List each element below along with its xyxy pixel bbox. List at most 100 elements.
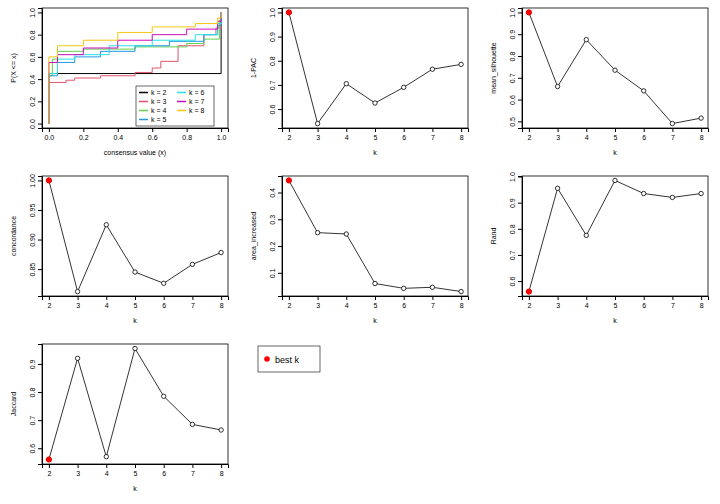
panel: 23456780.10.20.30.4karea_increased bbox=[250, 176, 469, 324]
tick-mark bbox=[192, 296, 193, 300]
x-axis-title: k bbox=[133, 317, 137, 324]
tick-mark bbox=[518, 100, 522, 101]
tick: 8 bbox=[220, 296, 224, 309]
point bbox=[430, 67, 434, 71]
tick-label: 8 bbox=[700, 134, 704, 141]
legend-label: k = 4 bbox=[151, 107, 166, 114]
plot-frame bbox=[522, 176, 708, 296]
legend-swatch bbox=[139, 92, 148, 94]
tick: 0.85 bbox=[29, 263, 42, 277]
tick-mark bbox=[278, 219, 282, 220]
tick-label: 1.0 bbox=[269, 8, 276, 18]
point bbox=[459, 289, 463, 293]
point bbox=[75, 289, 79, 293]
tick-mark bbox=[278, 12, 282, 13]
x-axis-title: consensus value (x) bbox=[104, 149, 166, 157]
point bbox=[699, 116, 703, 120]
tick-mark bbox=[135, 296, 136, 300]
tick: 0.9 bbox=[509, 30, 522, 40]
x-axis: 2345678 bbox=[283, 296, 469, 309]
legend-swatch bbox=[177, 110, 186, 112]
y-axis-title: 1-PAC bbox=[250, 58, 257, 78]
tick-label: 3 bbox=[556, 134, 560, 141]
tick-mark bbox=[586, 296, 587, 300]
tick-label: 7 bbox=[191, 302, 195, 309]
tick-label: 0.5 bbox=[509, 117, 516, 127]
tick-mark bbox=[192, 464, 193, 468]
tick-mark bbox=[278, 37, 282, 38]
tick: 0.7 bbox=[29, 416, 42, 426]
best-k-point bbox=[286, 178, 291, 183]
tick-mark bbox=[38, 420, 42, 421]
tick: 0.4 bbox=[269, 188, 282, 198]
tick: 0.7 bbox=[269, 80, 282, 90]
axis-line bbox=[518, 177, 523, 297]
tick-mark bbox=[518, 121, 522, 122]
tick: 0.7 bbox=[509, 73, 522, 83]
tick: 0.3 bbox=[269, 215, 282, 225]
tick-mark bbox=[701, 128, 702, 132]
x-axis-title: k bbox=[613, 317, 617, 324]
point bbox=[219, 250, 223, 254]
legend-label: k = 2 bbox=[151, 89, 166, 96]
tick-mark bbox=[38, 210, 42, 211]
tick: 5 bbox=[614, 128, 618, 141]
axis-line bbox=[43, 129, 229, 133]
tick-mark bbox=[38, 240, 42, 241]
tick: 4 bbox=[345, 128, 349, 141]
tick-label: 1.00 bbox=[29, 174, 36, 188]
axis-line bbox=[278, 9, 283, 129]
tick-mark bbox=[78, 296, 79, 300]
tick-mark bbox=[38, 269, 42, 270]
tick: 1.0 bbox=[269, 8, 282, 18]
plot-frame bbox=[282, 176, 468, 296]
y-axis: 0.00.20.40.60.81.0 bbox=[29, 8, 43, 129]
tick-label: 3 bbox=[316, 302, 320, 309]
axis-line bbox=[43, 465, 229, 469]
tick-label: 4 bbox=[585, 134, 589, 141]
point bbox=[527, 289, 531, 293]
tick: 1.00 bbox=[29, 174, 42, 188]
tick: 2 bbox=[47, 464, 51, 477]
axis-line bbox=[38, 9, 43, 129]
legend: k = 2k = 3k = 4k = 5k = 6k = 7k = 8 bbox=[136, 86, 214, 126]
metric-line bbox=[289, 180, 461, 291]
plot-frame bbox=[42, 344, 228, 464]
legend-box bbox=[258, 346, 320, 372]
tick-label: 2 bbox=[287, 134, 291, 141]
tick: 6 bbox=[642, 296, 646, 309]
figure: 0.00.20.40.60.81.00.00.20.40.60.81.0cons… bbox=[0, 0, 720, 504]
tick-mark bbox=[529, 296, 530, 300]
tick-mark bbox=[38, 124, 42, 125]
point bbox=[315, 230, 319, 234]
tick-mark bbox=[404, 296, 405, 300]
tick-label: 0.8 bbox=[182, 134, 192, 141]
plot-frame bbox=[282, 8, 468, 128]
point bbox=[555, 84, 559, 88]
plot-frame bbox=[42, 8, 228, 128]
tick: 0.6 bbox=[509, 277, 522, 287]
tick-label: 0.0 bbox=[29, 119, 36, 129]
legend-swatch bbox=[177, 101, 186, 103]
tick: 8 bbox=[700, 296, 704, 309]
tick-mark bbox=[518, 229, 522, 230]
ecdf-line bbox=[49, 12, 221, 123]
tick-label: 5 bbox=[374, 134, 378, 141]
y-axis: 0.60.70.80.91.0 bbox=[509, 172, 523, 296]
point bbox=[613, 178, 617, 182]
tick: 0.7 bbox=[509, 250, 522, 260]
legend-swatch bbox=[139, 110, 148, 112]
tick-mark bbox=[38, 79, 42, 80]
tick: 0.6 bbox=[148, 128, 158, 141]
tick-mark bbox=[221, 128, 222, 132]
point bbox=[402, 286, 406, 290]
point bbox=[287, 178, 291, 182]
tick-mark bbox=[278, 61, 282, 62]
tick-mark bbox=[38, 12, 42, 13]
tick-label: 3 bbox=[76, 302, 80, 309]
tick-label: 0.6 bbox=[509, 95, 516, 105]
point bbox=[344, 82, 348, 86]
plot-frame bbox=[42, 176, 228, 296]
tick: 0.95 bbox=[29, 204, 42, 218]
tick: 0.1 bbox=[269, 268, 282, 278]
